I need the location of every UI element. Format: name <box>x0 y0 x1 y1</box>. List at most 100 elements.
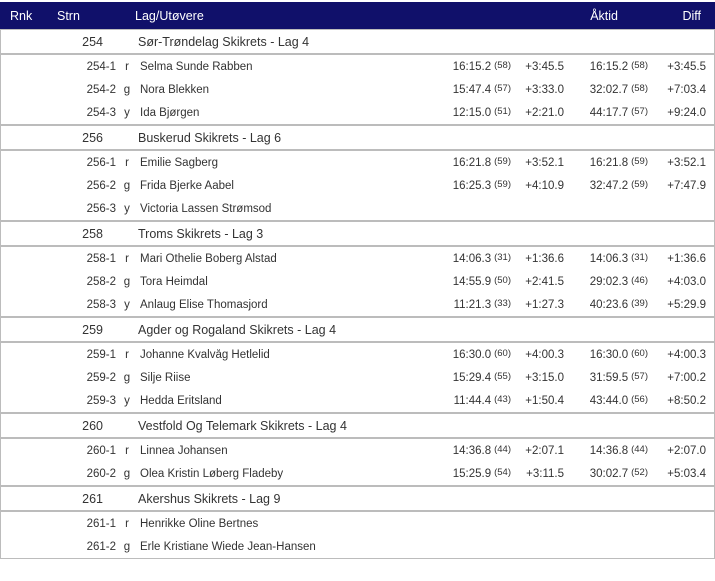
total-diff-cell: +9:24.0 <box>667 106 706 119</box>
total-time-rank: (39) <box>631 298 648 309</box>
athlete-name: Ida Bjørgen <box>140 106 200 119</box>
team-name: Akershus Skikrets - Lag 9 <box>138 491 281 506</box>
leg-time-cell: 16:25.3 (59) <box>452 179 511 192</box>
leg-time-rank: (43) <box>494 394 511 405</box>
athlete-bib-number: 256-3 <box>86 202 116 215</box>
leg-color-letter: y <box>124 298 130 311</box>
team-legs-group: 260-1 r Linnea Johansen 14:36.8 (44) +2:07.1 1… <box>0 438 715 486</box>
total-time-rank: (59) <box>631 179 648 190</box>
team-bib-number: 256 <box>82 130 103 145</box>
leg-time-rank: (33) <box>494 298 511 309</box>
leg-color-letter: g <box>123 467 131 480</box>
leg-time-cell: 16:30.0 (60) <box>452 348 511 361</box>
leg-diff-cell: +3:33.0 <box>525 83 564 96</box>
leg-diff-cell: +2:07.1 <box>525 444 564 457</box>
athlete-row: 260-1 r Linnea Johansen 14:36.8 (44) +2:07.1 1… <box>1 439 714 462</box>
athlete-bib-number: 260-2 <box>86 467 116 480</box>
column-header-aktid: Åktid <box>590 8 618 23</box>
total-time-rank: (31) <box>631 252 648 263</box>
athlete-name: Nora Blekken <box>140 83 210 96</box>
column-header-strn: Strn <box>57 8 80 23</box>
team-header-row: 261 Akershus Skikrets - Lag 9 <box>0 486 715 511</box>
athlete-name: Frida Bjerke Aabel <box>140 179 234 192</box>
leg-time-cell: 14:36.8 (44) <box>452 444 511 457</box>
leg-color-letter: y <box>124 106 130 119</box>
athlete-row: 260-2 g Olea Kristin Løberg Fladeby 15:25.9… <box>1 462 714 485</box>
athlete-row: 259-1 r Johanne Kvalvåg Hetlelid 16:30.0 (60… <box>1 343 714 366</box>
athlete-row: 258-1 r Mari Othelie Boberg Alstad 14:06.3(… <box>1 247 714 270</box>
total-diff-cell: +5:03.4 <box>667 467 706 480</box>
team-bib-number: 258 <box>82 226 103 241</box>
total-time-rank: (59) <box>631 156 648 167</box>
leg-diff-cell: +2:21.0 <box>525 106 564 119</box>
athlete-bib-number: 254-2 <box>86 83 116 96</box>
team-legs-group: 261-1 r Henrikke Oline Bertnes 261-2 g Erle K… <box>0 511 715 559</box>
leg-diff-cell: +4:10.9 <box>525 179 564 192</box>
leg-diff-cell: +3:45.5 <box>525 60 564 73</box>
total-time-cell: 16:30.0 (60) <box>589 348 648 361</box>
leg-time-cell: 16:21.8 (59) <box>452 156 511 169</box>
team-header-row: 254 Sør-Trøndelag Skikrets - Lag 4 <box>0 29 715 54</box>
team-section: 258 Troms Skikrets - Lag 3 258-1 r Mari Othe… <box>0 221 715 317</box>
athlete-name: Tora Heimdal <box>140 275 208 288</box>
team-legs-group: 256-1 r Emilie Sagberg 16:21.8 (59) +3:52.1 16… <box>0 150 715 221</box>
leg-diff-cell: +2:41.5 <box>525 275 564 288</box>
team-legs-group: 258-1 r Mari Othelie Boberg Alstad 14:06.3(… <box>0 246 715 317</box>
team-bib-number: 260 <box>82 418 103 433</box>
total-time-rank: (57) <box>631 106 648 117</box>
leg-time-rank: (59) <box>494 156 511 167</box>
total-diff-cell: +7:00.2 <box>667 371 706 384</box>
athlete-name: Hedda Eritsland <box>140 394 222 407</box>
total-time-cell: 40:23.6 (39) <box>589 298 648 311</box>
leg-diff-cell: +1:36.6 <box>525 252 564 265</box>
total-time-rank: (56) <box>631 394 648 405</box>
leg-diff-cell: +1:50.4 <box>525 394 564 407</box>
total-time-cell: 14:36.8 (44) <box>589 444 648 457</box>
leg-time-cell: 14:06.3 (31) <box>452 252 511 265</box>
athlete-name: Erle Kristiane Wiede Jean-Hansen <box>140 540 316 553</box>
total-time-cell: 43:44.0 (56) <box>589 394 648 407</box>
leg-diff-cell: +3:11.5 <box>526 467 564 480</box>
athlete-row: 261-2 g Erle Kristiane Wiede Jean-Hansen <box>1 535 714 558</box>
athlete-row: 256-2 g Frida Bjerke Aabel 16:25.3 (59) +4:10… <box>1 174 714 197</box>
athlete-row: 254-3 y Ida Bjørgen 12:15.0 (51) +2:21.0 44:17… <box>1 101 714 124</box>
leg-color-letter: r <box>125 517 129 530</box>
total-time-cell: 16:21.8 (59) <box>589 156 648 169</box>
team-header-row: 256 Buskerud Skikrets - Lag 6 <box>0 125 715 150</box>
team-name: Buskerud Skikrets - Lag 6 <box>138 130 282 145</box>
team-section: 259 Agder og Rogaland Skikrets - Lag 4 259… <box>0 317 715 413</box>
leg-diff-cell: +4:00.3 <box>525 348 564 361</box>
leg-diff-cell: +1:27.3 <box>525 298 564 311</box>
team-name: Sør-Trøndelag Skikrets - Lag 4 <box>138 34 310 49</box>
total-diff-cell: +7:47.9 <box>667 179 706 192</box>
results-table-header: Rnk Strn Lag/Utøvere Åktid Diff <box>0 2 715 29</box>
leg-diff-cell: +3:52.1 <box>525 156 564 169</box>
leg-time-cell: 16:15.2 (58) <box>452 60 511 73</box>
total-time-rank: (44) <box>631 444 648 455</box>
leg-time-rank: (54) <box>494 467 511 478</box>
total-time-rank: (46) <box>631 275 648 286</box>
leg-time-cell: 14:55.9 (50) <box>452 275 511 288</box>
total-time-cell: 29:02.3 (46) <box>589 275 648 288</box>
athlete-bib-number: 256-1 <box>86 156 116 169</box>
leg-time-cell: 15:29.4 (55) <box>452 371 511 384</box>
team-section: 256 Buskerud Skikrets - Lag 6 256-1 r Emilie… <box>0 125 715 221</box>
leg-time-rank: (50) <box>494 275 511 286</box>
team-section: 254 Sør-Trøndelag Skikrets - Lag 4 254-1 r S… <box>0 29 715 125</box>
column-header-rnk: Rnk <box>10 8 33 23</box>
leg-time-cell: 12:15.0 (51) <box>452 106 511 119</box>
leg-time-rank: (31) <box>494 252 511 263</box>
team-bib-number: 261 <box>82 491 103 506</box>
athlete-row: 254-1 r Selma Sunde Rabben 16:15.2 (58) +3:45… <box>1 55 714 78</box>
total-diff-cell: +1:36.6 <box>667 252 706 265</box>
athlete-bib-number: 258-2 <box>86 275 116 288</box>
athlete-name: Henrikke Oline Bertnes <box>140 517 259 530</box>
athlete-row: 254-2 g Nora Blekken 15:47.4 (57) +3:33.0 32:0… <box>1 78 714 101</box>
athlete-row: 258-2 g Tora Heimdal 14:55.9 (50) +2:41.5 29:0… <box>1 270 714 293</box>
leg-time-cell: 15:47.4 (57) <box>452 83 511 96</box>
athlete-bib-number: 258-3 <box>86 298 116 311</box>
team-bib-number: 259 <box>82 322 103 337</box>
leg-color-letter: g <box>123 540 131 553</box>
athlete-name: Victoria Lassen Strømsod <box>140 202 272 215</box>
